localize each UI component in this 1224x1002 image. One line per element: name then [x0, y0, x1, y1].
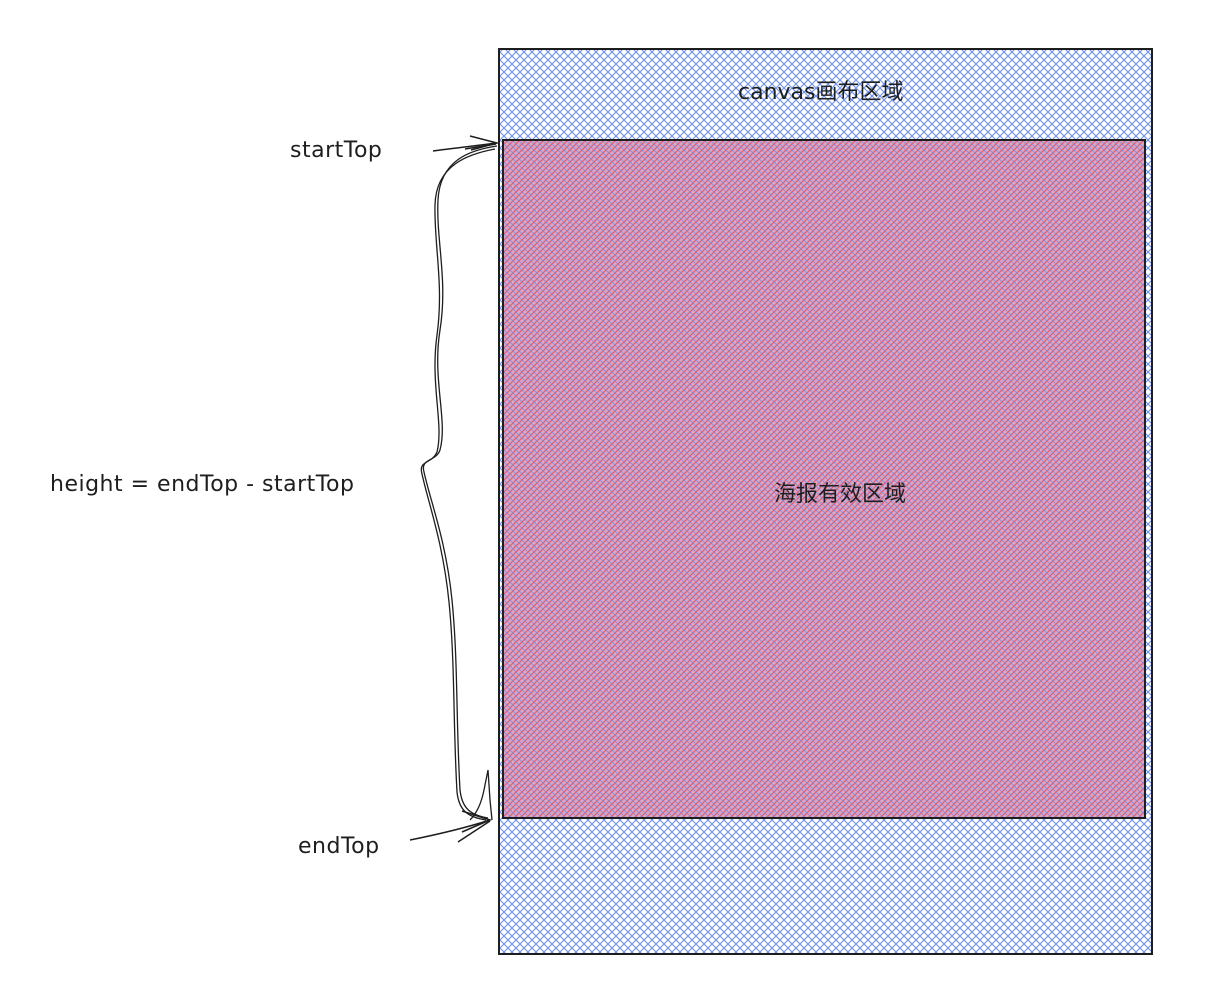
- start-top-label: startTop: [290, 138, 383, 163]
- start-top-arrow: [432, 135, 500, 152]
- end-top-arrow: [409, 810, 493, 843]
- poster-region: [502, 139, 1146, 819]
- end-top-label: endTop: [298, 834, 380, 859]
- poster-region-label: 海报有效区域: [774, 482, 907, 507]
- height-formula-label: height = endTop - startTop: [50, 472, 355, 497]
- height-brace: [420, 145, 498, 821]
- canvas-region-label: canvas画布区域: [738, 80, 904, 105]
